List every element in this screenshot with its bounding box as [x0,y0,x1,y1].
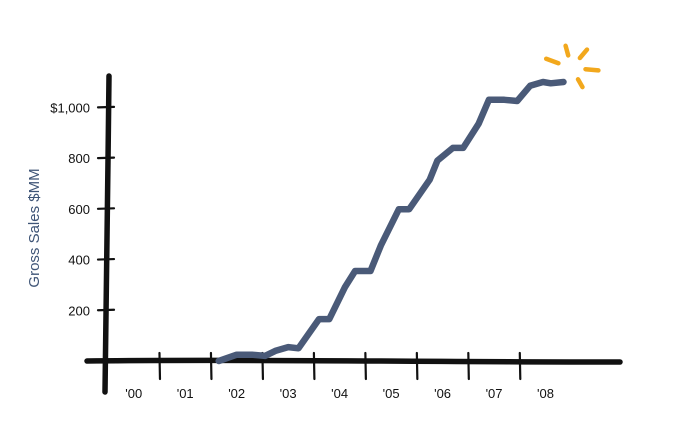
y-tick-label: 400 [68,253,90,268]
x-axis-tick-labels: '00 '01 '02 '03 '04 '05 '06 '07 '08 [125,386,554,401]
y-axis-title: Gross Sales $MM [26,168,43,287]
y-tick-label: 800 [68,151,90,166]
x-axis-tick [209,351,213,381]
x-axis-ticks [158,351,522,381]
x-axis-tick [415,351,419,381]
y-axis-tick [96,257,116,261]
x-axis-line [84,357,623,365]
y-tick-label: 200 [68,303,90,318]
y-axis-line [102,73,112,395]
series-group [215,78,567,365]
burst-ray [543,56,561,66]
x-tick-label: '00 [125,386,142,401]
x-tick-label: '07 [486,386,503,401]
x-axis-tick [158,351,162,381]
x-tick-label: '02 [228,386,245,401]
x-axis-tick [312,351,316,381]
y-axis-ticks [96,105,116,312]
x-tick-label: '03 [280,386,297,401]
x-tick-label: '06 [434,386,451,401]
y-axis-tick [96,207,116,210]
x-tick-label: '01 [177,386,194,401]
burst-ray [575,77,585,90]
x-tick-label: '08 [537,386,554,401]
burst-ray [563,43,571,58]
series-line [215,78,567,365]
x-axis-tick [364,351,367,381]
axes [84,73,623,395]
x-axis-tick [518,351,522,381]
x-tick-label: '05 [383,386,400,401]
y-axis-tick [96,156,116,160]
y-tick-label: $1,000 [50,100,90,115]
spark-burst-icon [543,43,601,90]
y-axis-tick [96,105,116,109]
x-axis-tick [467,351,470,381]
y-axis-tick-labels: 200 400 600 800 $1,000 [50,100,90,318]
burst-ray [577,47,590,61]
x-tick-label: '04 [331,386,348,401]
y-axis-tick [96,308,116,312]
y-tick-label: 600 [68,202,90,217]
burst-ray [583,66,601,73]
